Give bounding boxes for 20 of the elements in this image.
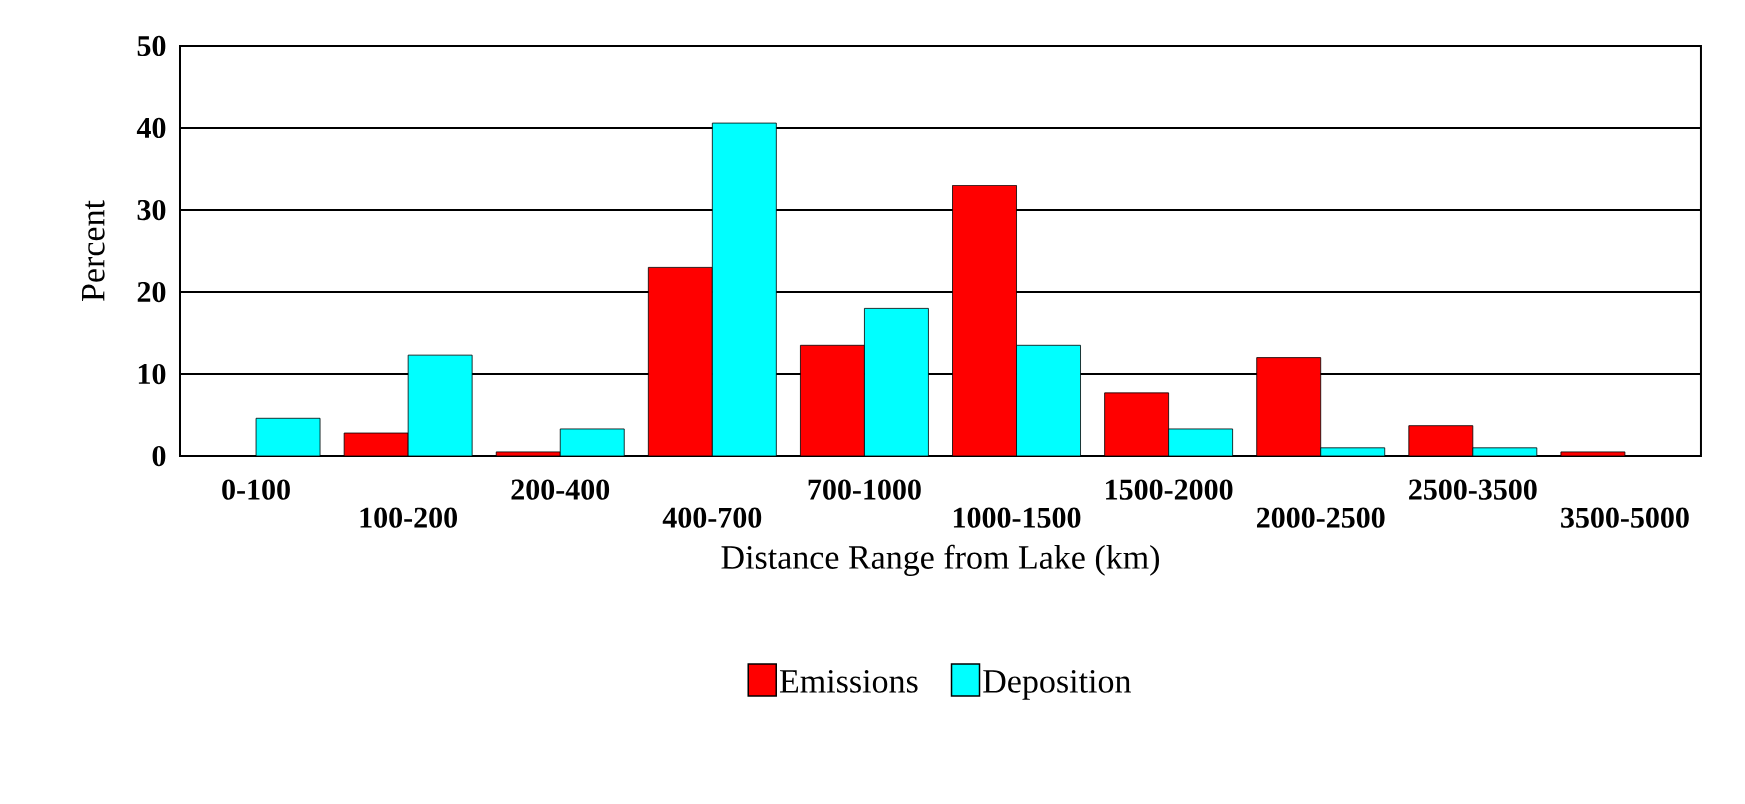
y-tick-label: 40 (136, 117, 166, 139)
y-tick-label: 20 (137, 281, 166, 303)
x-axis-title: Distance Range from Lake (km) (721, 544, 1159, 576)
y-tick-label: 0 (152, 445, 166, 467)
legend-label: Deposition (983, 669, 1131, 700)
legend-label: Emissions (779, 669, 918, 693)
x-tick-label: 100-200 (360, 507, 457, 528)
x-tick-label: 200-400 (511, 479, 610, 500)
x-tick-label: 2000-2500 (1256, 507, 1385, 528)
x-tick-label: 0-100 (222, 479, 290, 500)
y-tick-label: 30 (137, 199, 166, 221)
x-tick-label: 1500-2000 (1106, 479, 1233, 500)
y-tick-label: 50 (137, 35, 166, 57)
y-axis-title: Percent (82, 200, 105, 301)
x-tick-label: 3500-5000 (1561, 507, 1689, 528)
x-tick-label: 1000-1500 (953, 507, 1081, 528)
x-tick-label: 700-1000 (808, 479, 921, 500)
y-tick-label: 10 (138, 363, 166, 385)
x-tick-label: 400-700 (662, 507, 762, 528)
x-tick-label: 2500-3500 (1409, 479, 1537, 500)
